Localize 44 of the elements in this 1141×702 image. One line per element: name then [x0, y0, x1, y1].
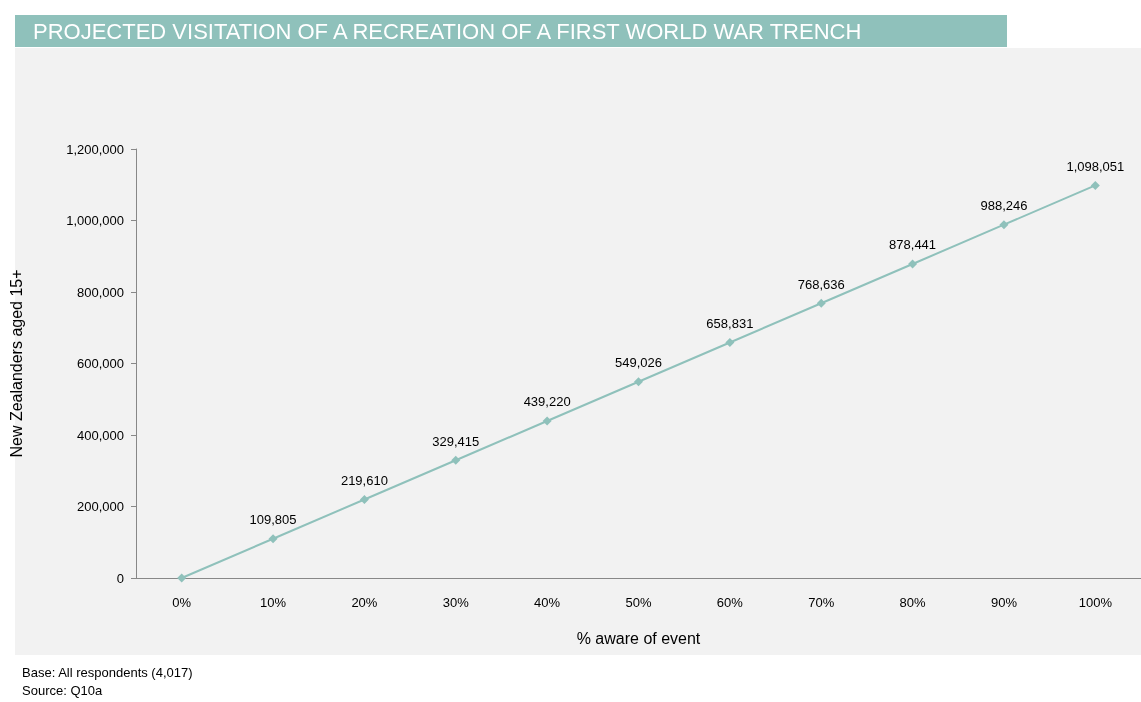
point: [725, 337, 735, 347]
data-label: 1,098,051: [1066, 158, 1125, 174]
y-tick-label: 600,000: [77, 356, 124, 371]
x-tick-label: 50%: [625, 595, 652, 610]
chart-title: PROJECTED VISITATION OF A RECREATION OF A FIRST WORLD WAR TRENCH: [33, 18, 862, 44]
x-tick-label: 60%: [716, 595, 744, 610]
point: [908, 259, 918, 269]
y-axis-title: New Zealanders aged 15+: [7, 269, 25, 458]
point: [268, 534, 278, 544]
point: [542, 416, 552, 426]
x-tick-label: 40%: [534, 595, 561, 610]
x-tick-label: 70%: [808, 595, 835, 610]
data-label: 768,636: [797, 276, 845, 292]
data-label: 549,026: [615, 355, 662, 371]
point: [1090, 180, 1100, 190]
data-label: 439,220: [523, 394, 571, 410]
x-axis-title: % aware of event: [576, 629, 701, 647]
x-tick-label: 30%: [442, 595, 470, 610]
point: [451, 455, 461, 465]
y-tick-label: 400,000: [77, 427, 124, 443]
x-tick-label: 20%: [351, 595, 378, 610]
x-tick-label: 10%: [260, 595, 287, 610]
data-label: 988,246: [980, 198, 1028, 214]
data-label: 878,441: [889, 237, 937, 253]
x-tick-label: 90%: [990, 595, 1018, 610]
point: [359, 494, 369, 504]
y-tick-label: 1,200,000: [66, 141, 124, 157]
point: [999, 220, 1009, 230]
y-tick-label: 0: [116, 570, 124, 586]
y-tick-label: 200,000: [77, 499, 124, 514]
point: [177, 573, 187, 583]
x-tick-label: 80%: [899, 595, 927, 610]
x-tick-label: 0%: [172, 595, 192, 610]
data-label: 658,831: [706, 315, 754, 331]
data-label: 329,415: [432, 433, 480, 449]
y-tick-label: 800,000: [77, 284, 124, 300]
x-tick-label: 100%: [1078, 595, 1113, 610]
text: Base: All respondents (4,017): [22, 665, 193, 680]
source-note: Source: Q10a: [22, 683, 103, 698]
point: [816, 298, 826, 308]
data-label: 219,610: [340, 472, 388, 488]
y-tick-label: 1,000,000: [66, 213, 124, 228]
data-label: 109,805: [249, 512, 297, 528]
point: [634, 377, 643, 387]
